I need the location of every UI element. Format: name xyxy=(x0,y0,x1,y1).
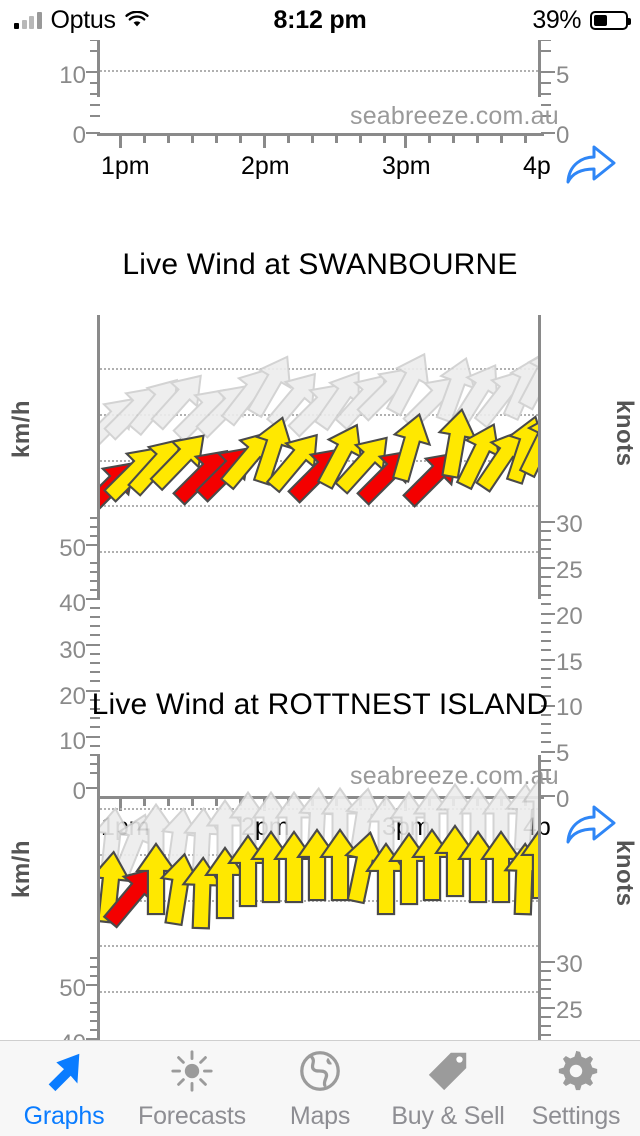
y-tick-label-right: 10 xyxy=(556,694,583,721)
tab-label-buy-and-sell: Buy & Sell xyxy=(391,1102,505,1130)
status-bar: Optus 8:12 pm 39% xyxy=(0,0,640,40)
y-tick-label-left: 50 xyxy=(59,975,86,1002)
share-arrow-icon[interactable] xyxy=(565,142,617,186)
gridline xyxy=(100,368,538,370)
tab-label-forecasts: Forecasts xyxy=(138,1102,246,1130)
watermark: seabreeze.com.au xyxy=(350,102,559,130)
x-tick-label: 3pm xyxy=(382,152,431,180)
tag-icon xyxy=(425,1046,471,1096)
y-tick-label-right: 25 xyxy=(556,997,583,1024)
plot-rottnest: km/h knots 50 40 30 20 10 30 25 20 15 10… xyxy=(0,640,640,1040)
y-tick-label-right: 0 xyxy=(556,786,570,813)
y-tick-label-right: 30 xyxy=(556,511,583,538)
x-tick-label: 2pm xyxy=(241,152,290,180)
y-tick-label-right: 5 xyxy=(556,62,570,89)
plot-area-swanbourne xyxy=(97,315,541,599)
y-axis-label-left: km/h xyxy=(8,400,35,459)
share-arrow-icon[interactable] xyxy=(565,802,617,846)
y-tick-label-left: 10 xyxy=(59,62,86,89)
tab-label-settings: Settings xyxy=(531,1102,621,1130)
gridline xyxy=(100,70,538,72)
y-tick-label-left: 30 xyxy=(59,637,86,664)
gridline xyxy=(100,991,538,993)
y-tick-label-right: 20 xyxy=(556,603,583,630)
x-tick-label: 4p xyxy=(523,152,551,180)
tab-buy-and-sell[interactable]: Buy & Sell xyxy=(384,1041,512,1136)
y-tick-label-left: 20 xyxy=(59,683,86,710)
battery-icon xyxy=(589,10,631,30)
y-tick-label-left: 40 xyxy=(26,1030,86,1040)
x-tick-label: 1pm xyxy=(101,152,150,180)
wifi-icon xyxy=(125,10,149,29)
y-tick-label-right: 25 xyxy=(556,557,583,584)
tab-forecasts[interactable]: Forecasts xyxy=(128,1041,256,1136)
battery-percent: 39% xyxy=(532,5,581,34)
chart-title-rottnest: Live Wind at ROTTNEST ISLAND xyxy=(91,688,549,721)
y-axis-label-right: knots xyxy=(611,840,638,907)
y-tick-label-right: 5 xyxy=(556,740,570,767)
gridline xyxy=(100,551,538,553)
sun-icon xyxy=(169,1046,215,1096)
tab-maps[interactable]: Maps xyxy=(256,1041,384,1136)
y-tick-label-left: 0 xyxy=(72,122,86,149)
graphs-scroll-view[interactable]: 20 10 0 10 5 0 xyxy=(0,0,640,1040)
chart-title-swanbourne: Live Wind at SWANBOURNE xyxy=(122,248,518,281)
globe-icon xyxy=(297,1046,343,1096)
arrow-up-right-icon xyxy=(41,1046,87,1096)
y-axis-label-left: km/h xyxy=(8,840,35,899)
y-tick-label-right: 30 xyxy=(556,951,583,978)
status-bar-center: 8:12 pm xyxy=(211,6,429,35)
tab-label-graphs: Graphs xyxy=(23,1102,105,1130)
y-tick-label-left: 10 xyxy=(59,728,86,755)
y-tick-label-right: 15 xyxy=(556,649,583,676)
cellular-bars-icon xyxy=(14,11,42,29)
x-axis-line xyxy=(97,133,544,136)
gear-icon xyxy=(553,1046,599,1096)
tab-graphs[interactable]: Graphs xyxy=(0,1041,128,1136)
y-tick-label-left: 40 xyxy=(59,590,86,617)
tab-label-maps: Maps xyxy=(289,1102,351,1130)
carrier-name: Optus xyxy=(50,5,117,34)
y-axis-label-right: knots xyxy=(611,400,638,467)
y-tick-label-right: 0 xyxy=(556,122,570,149)
y-tick-label-left: 0 xyxy=(72,778,86,805)
chart-panel-swanbourne: Live Wind at SWANBOURNE xyxy=(0,200,640,844)
wind-arrows-rottnest xyxy=(100,755,538,1040)
status-bar-left: Optus xyxy=(0,6,211,35)
status-bar-clock: 8:12 pm xyxy=(273,5,367,34)
tab-settings[interactable]: Settings xyxy=(512,1041,640,1136)
chart-panel-rottnest: Live Wind at ROTTNEST ISLAND xyxy=(0,640,640,1040)
wind-arrows-swanbourne xyxy=(100,315,538,599)
gridline xyxy=(100,945,538,947)
plot-area-rottnest xyxy=(97,755,541,1040)
status-bar-right: 39% xyxy=(429,6,640,35)
tab-bar: Graphs Forecasts xyxy=(0,1040,640,1136)
plot-swanbourne: km/h knots 50 40 30 20 10 0 30 25 20 15 … xyxy=(0,200,640,844)
gridline xyxy=(100,505,538,507)
y-tick-label-left: 50 xyxy=(59,535,86,562)
